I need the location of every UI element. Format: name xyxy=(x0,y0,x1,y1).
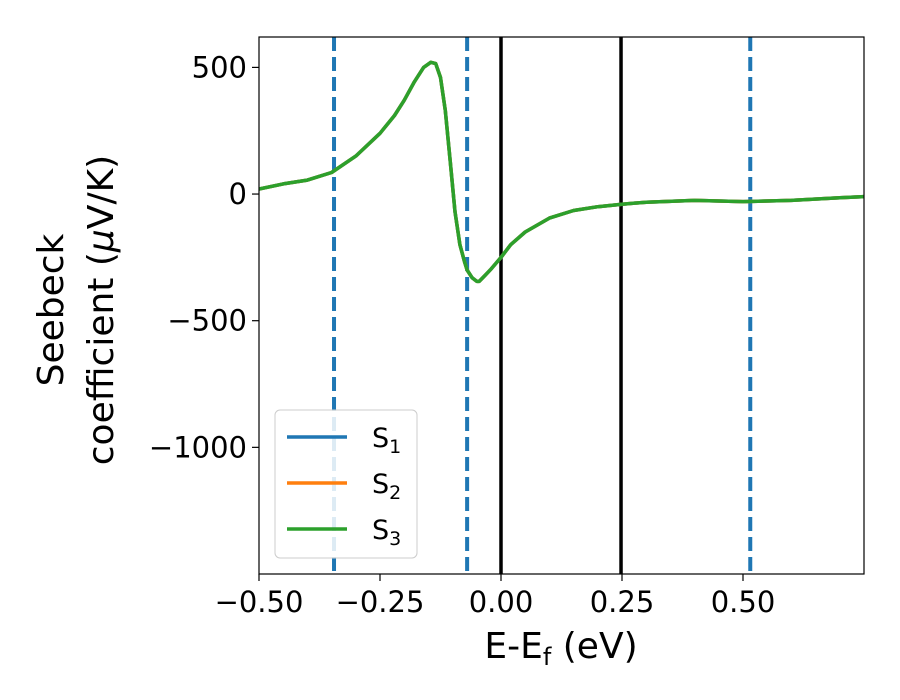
plot-frame xyxy=(258,36,865,575)
y-tick-label-3: −1000 xyxy=(149,430,247,464)
legend-label-S2: S2 xyxy=(372,469,401,504)
series-lines xyxy=(259,60,864,284)
y-axis-label-line1: Seebeck xyxy=(31,233,72,386)
series-line-S2 xyxy=(259,60,864,284)
y-axis-label-line2: coefficient (μV/K) xyxy=(81,155,122,465)
x-axis-ticks: −0.50 −0.25 0.00 0.25 0.50 xyxy=(215,574,776,619)
x-tick-label-1: −0.25 xyxy=(336,585,425,619)
x-tick-label-3: 0.25 xyxy=(590,585,655,619)
y-axis-ticks: 500 0 −500 −1000 xyxy=(149,50,259,464)
legend-label-S1: S1 xyxy=(372,423,401,458)
series-line-S3 xyxy=(259,60,864,284)
series-line-S1 xyxy=(259,60,864,284)
y-tick-label-0: 500 xyxy=(192,50,247,84)
y-tick-label-2: −500 xyxy=(167,304,247,338)
x-tick-label-0: −0.50 xyxy=(215,585,304,619)
x-tick-label-4: 0.50 xyxy=(711,585,776,619)
x-axis-label: E-Ef (eV) xyxy=(484,626,637,671)
y-tick-label-1: 0 xyxy=(229,177,247,211)
legend: S1 S2 S3 xyxy=(274,409,418,559)
x-tick-label-2: 0.00 xyxy=(469,585,534,619)
legend-label-S3: S3 xyxy=(372,515,401,550)
